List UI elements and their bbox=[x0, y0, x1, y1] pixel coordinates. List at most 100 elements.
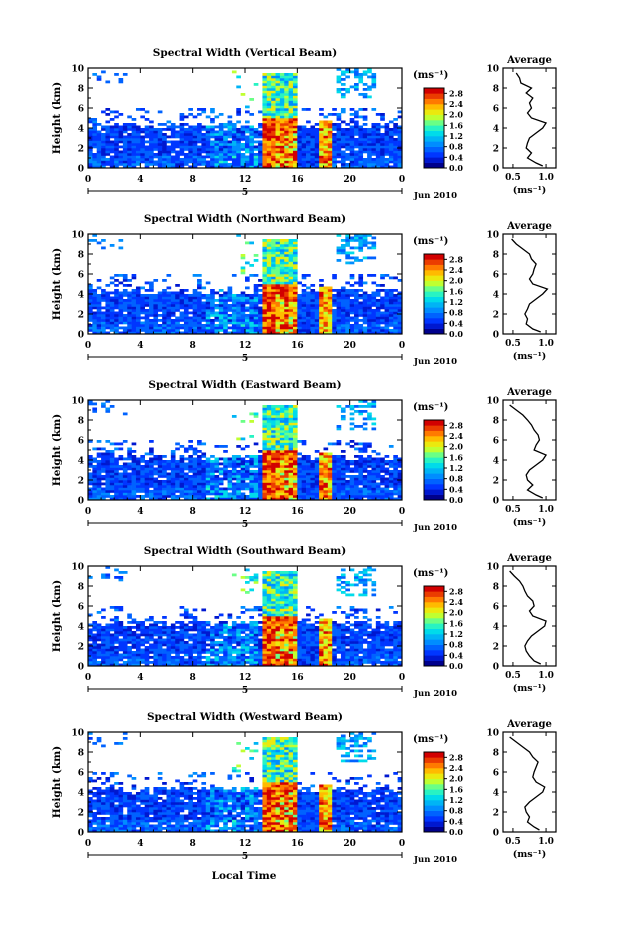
heatmap-cell bbox=[88, 120, 93, 124]
heatmap-cell bbox=[197, 329, 202, 332]
heatmap-cell bbox=[354, 165, 359, 169]
heatmap-cell bbox=[327, 306, 333, 310]
heatmap-cell bbox=[170, 460, 176, 463]
heatmap-cell bbox=[170, 329, 176, 332]
heatmap-cell bbox=[266, 125, 272, 129]
heatmap-cell bbox=[349, 467, 355, 471]
heatmap-cell bbox=[96, 646, 102, 649]
heatmap-cell bbox=[327, 163, 333, 166]
heatmap-cell bbox=[166, 286, 172, 290]
heatmap-cell bbox=[266, 475, 272, 478]
heatmap-cell bbox=[362, 165, 368, 169]
heatmap-cell bbox=[271, 113, 276, 116]
heatmap-cell bbox=[275, 475, 281, 478]
heatmap-cell bbox=[218, 306, 224, 310]
heatmap-cell bbox=[284, 246, 289, 250]
heatmap-cell bbox=[170, 452, 176, 456]
heatmap-cell bbox=[192, 477, 198, 481]
heatmap-cell bbox=[262, 324, 268, 327]
profile-x-tick-label: 1.0 bbox=[538, 173, 554, 183]
heatmap-cell bbox=[114, 158, 119, 161]
heatmap-cell bbox=[279, 160, 285, 164]
heatmap-cell bbox=[323, 482, 329, 486]
heatmap-cell bbox=[319, 497, 324, 501]
heatmap-cell bbox=[275, 246, 281, 250]
heatmap-cell bbox=[258, 309, 263, 312]
heatmap-cell bbox=[279, 304, 285, 307]
heatmap-cell bbox=[319, 279, 324, 282]
heatmap-cell bbox=[144, 145, 150, 149]
heatmap-cell bbox=[314, 495, 320, 498]
heatmap-cell bbox=[340, 480, 346, 483]
heatmap-cell bbox=[332, 304, 337, 307]
heatmap-cell bbox=[349, 108, 355, 111]
heatmap-cell bbox=[279, 437, 285, 441]
heatmap-cell bbox=[162, 150, 167, 154]
heatmap-cell bbox=[188, 153, 193, 156]
heatmap-cell bbox=[92, 304, 98, 307]
heatmap-cell bbox=[367, 475, 372, 478]
heatmap-cell bbox=[340, 249, 346, 252]
heatmap-cell bbox=[231, 331, 237, 335]
heatmap-cell bbox=[367, 85, 372, 89]
heatmap-cell bbox=[271, 85, 276, 89]
heatmap-cell bbox=[362, 447, 368, 451]
heatmap-cell bbox=[371, 321, 377, 325]
heatmap-cell bbox=[314, 485, 320, 488]
heatmap-cell bbox=[266, 324, 272, 327]
heatmap-cell bbox=[240, 477, 246, 481]
heatmap-cell bbox=[214, 477, 220, 481]
heatmap-cell bbox=[118, 140, 124, 144]
heatmap-cell bbox=[323, 462, 329, 466]
heatmap-cell bbox=[218, 123, 224, 126]
heatmap-cell bbox=[332, 143, 337, 146]
heatmap-cell bbox=[284, 490, 289, 493]
heatmap-cell bbox=[166, 482, 172, 486]
heatmap-cell bbox=[231, 455, 237, 458]
heatmap-cell bbox=[240, 158, 246, 161]
heatmap-cell bbox=[188, 447, 193, 451]
heatmap-cell bbox=[288, 316, 294, 320]
heatmap-cell bbox=[170, 480, 176, 483]
heatmap-cell bbox=[358, 150, 364, 154]
heatmap-cell bbox=[362, 115, 368, 119]
heatmap-cell bbox=[109, 462, 115, 466]
heatmap-cell bbox=[349, 487, 355, 491]
heatmap-cell bbox=[249, 412, 255, 416]
heatmap-cell bbox=[262, 299, 268, 302]
heatmap-cell bbox=[197, 301, 202, 305]
heatmap-cell bbox=[397, 110, 403, 114]
heatmap-cell bbox=[262, 462, 268, 466]
heatmap-cell bbox=[288, 432, 294, 436]
heatmap-cell bbox=[214, 165, 220, 169]
heatmap-cell bbox=[371, 465, 377, 468]
heatmap-cell bbox=[262, 118, 268, 121]
heatmap-cell bbox=[118, 130, 124, 134]
heatmap-cell bbox=[188, 306, 193, 310]
heatmap-cell bbox=[240, 462, 246, 466]
heatmap-cell bbox=[380, 314, 385, 317]
heatmap-cell bbox=[240, 480, 246, 483]
heatmap-cell bbox=[109, 638, 115, 642]
heatmap-cell bbox=[358, 447, 364, 451]
heatmap-cell bbox=[384, 316, 390, 320]
heatmap-cell bbox=[354, 492, 359, 496]
heatmap-cell bbox=[236, 472, 241, 476]
heatmap-cell bbox=[310, 153, 316, 156]
heatmap-cell bbox=[192, 158, 198, 161]
heatmap-cell bbox=[332, 299, 337, 302]
heatmap-cell bbox=[310, 133, 316, 136]
heatmap-cell bbox=[266, 145, 272, 149]
heatmap-cell bbox=[306, 135, 311, 139]
heatmap-cell bbox=[166, 311, 172, 315]
colorbar-tick-label: 1.2 bbox=[449, 131, 463, 141]
heatmap-cell bbox=[92, 73, 98, 76]
heatmap-cell bbox=[284, 480, 289, 483]
heatmap-cell bbox=[266, 470, 272, 473]
heatmap-cell bbox=[131, 304, 137, 307]
heatmap-cell bbox=[205, 160, 211, 164]
heatmap-cell bbox=[175, 143, 180, 146]
heatmap-cell bbox=[354, 316, 359, 320]
heatmap-cell bbox=[253, 442, 259, 446]
heatmap-cell bbox=[266, 95, 272, 99]
